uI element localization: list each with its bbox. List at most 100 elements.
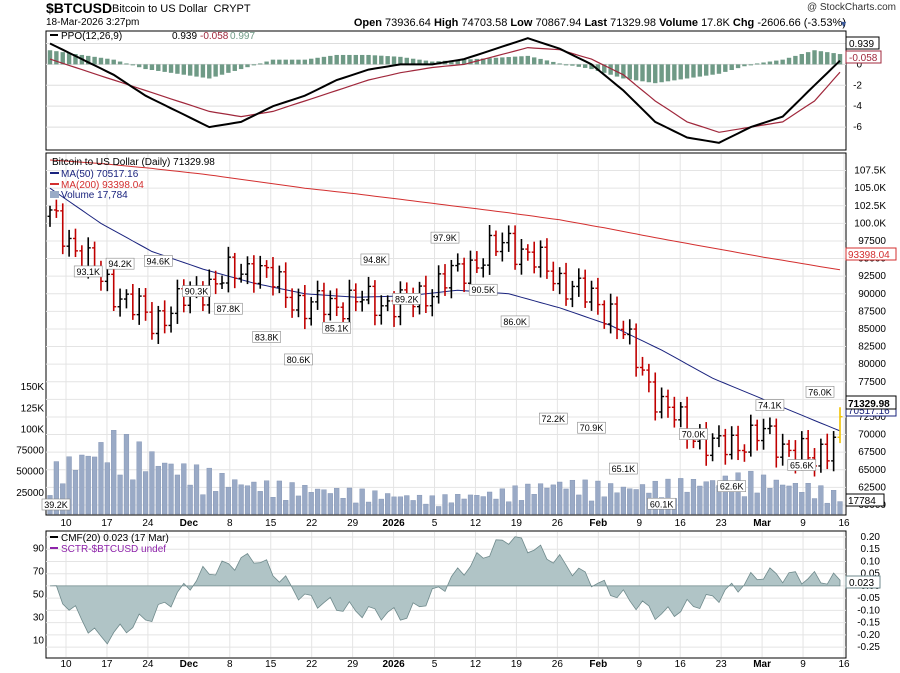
volume-bar bbox=[238, 484, 244, 515]
x-axis-upper-label: 19 bbox=[511, 518, 523, 529]
ppo-hist-bar bbox=[678, 64, 683, 80]
volume-bar bbox=[251, 481, 257, 515]
cmf-left-tick-label: 30 bbox=[33, 613, 45, 624]
ohlc-bar bbox=[162, 300, 168, 334]
copyright-text[interactable]: @ StockCharts.com bbox=[806, 2, 896, 13]
price-tick-label: 72500 bbox=[858, 412, 886, 423]
cmf-panel: CMF(20) 0.023 (17 Mar) SCTR-$BTCUSD unde… bbox=[33, 530, 881, 659]
ohlc-bar bbox=[104, 265, 110, 292]
x-axis-lower-label: 8 bbox=[227, 659, 233, 670]
volume-bar bbox=[544, 487, 550, 515]
volume-bar bbox=[639, 484, 646, 515]
ohlc-bar bbox=[448, 259, 454, 299]
ohlc-bar bbox=[633, 323, 639, 377]
cmf-right-tick-label: -0.15 bbox=[857, 618, 880, 629]
x-axis-upper-label: 10 bbox=[60, 518, 72, 529]
volume-bar bbox=[142, 471, 149, 515]
low-value: 70867.94 bbox=[535, 17, 582, 29]
ohlc-bar bbox=[722, 428, 728, 465]
ppo-hist-bar bbox=[659, 64, 664, 83]
ppo-hist-bar bbox=[385, 56, 390, 65]
ppo-hist-bar bbox=[672, 64, 677, 81]
volume-bar bbox=[308, 492, 314, 515]
volume-bar bbox=[206, 467, 212, 515]
volume-bar bbox=[531, 494, 537, 515]
ppo-legend: PPO(12,26,9) 0.939 -0.058 0.997 bbox=[50, 31, 255, 42]
ohlc-bar bbox=[60, 203, 66, 255]
ppo-hist-bar bbox=[423, 60, 429, 65]
volume-bar bbox=[563, 488, 569, 515]
triangle-down-icon[interactable]: ▼ bbox=[839, 19, 848, 29]
ohlc-bar bbox=[308, 296, 314, 326]
volume-bar bbox=[824, 502, 830, 515]
ohlc-bar bbox=[174, 279, 180, 324]
volume-bar bbox=[276, 480, 282, 515]
ohlc-bar bbox=[378, 295, 384, 325]
last-price-tag-box bbox=[845, 395, 897, 410]
volume-bar bbox=[811, 498, 818, 515]
ohlc-bar bbox=[748, 414, 754, 457]
ohlc-bar bbox=[538, 240, 544, 278]
price-annotation-label: 39.2K bbox=[44, 500, 68, 510]
symbol-title[interactable]: $BTCUSD bbox=[46, 0, 113, 16]
volume-bar bbox=[690, 479, 697, 515]
cmf-right-tick-label: 0.15 bbox=[861, 544, 881, 555]
ppo-hist-bar bbox=[353, 54, 359, 65]
x-axis-lower-label: Dec bbox=[180, 659, 199, 670]
ohlc-bar bbox=[640, 356, 645, 376]
volume-bar bbox=[410, 500, 416, 515]
volume-bar bbox=[213, 491, 219, 515]
ohlc-bar bbox=[111, 267, 117, 311]
ohlc-summary: Open 73936.64 High 74703.58 Low 70867.94… bbox=[354, 17, 846, 29]
volume-bar bbox=[85, 455, 91, 515]
ppo-hist-bar bbox=[391, 56, 397, 65]
volume-bar bbox=[72, 470, 79, 515]
price-annotation: 83.8K bbox=[252, 331, 281, 343]
cmf-legend: CMF(20) 0.023 (17 Mar) SCTR-$BTCUSD unde… bbox=[50, 533, 169, 555]
ohlc-bar bbox=[710, 433, 716, 462]
price-annotation: 86.0K bbox=[500, 315, 530, 328]
x-axis-lower-label: 5 bbox=[432, 659, 438, 670]
x-axis-lower-label: 23 bbox=[716, 659, 728, 670]
volume-bar bbox=[219, 473, 225, 515]
ohlc-bar bbox=[257, 255, 263, 289]
volume-bar bbox=[257, 491, 263, 515]
ppo-hist-bar bbox=[691, 64, 696, 78]
volume-bar bbox=[321, 489, 327, 515]
volume-legend-swatch bbox=[50, 191, 59, 198]
price-annotation-box bbox=[679, 428, 708, 440]
ohlc-bar bbox=[735, 425, 741, 461]
last-label: Last bbox=[584, 17, 608, 29]
ohlc-bar bbox=[289, 288, 295, 318]
ppo-hist-bar bbox=[614, 64, 620, 77]
volume-bar bbox=[365, 501, 372, 515]
volume-bar bbox=[98, 442, 104, 515]
volume-bar bbox=[174, 474, 181, 515]
volume-bar bbox=[416, 494, 423, 515]
volume-bar bbox=[786, 485, 792, 515]
volume-bar bbox=[168, 463, 174, 515]
ppo-hist-bar bbox=[86, 55, 91, 65]
ppo-hist-bar bbox=[105, 58, 110, 65]
volume-bar bbox=[436, 506, 442, 515]
price-tick-label: 105.0K bbox=[854, 183, 886, 194]
x-axis-lower-label: Feb bbox=[589, 659, 607, 670]
ppo-hist-bar bbox=[742, 64, 747, 67]
ohlc-bar bbox=[72, 228, 78, 258]
price-annotation-box bbox=[144, 255, 173, 267]
symbol-description: Bitcoin to US Dollar CRYPT bbox=[112, 3, 251, 15]
ohlc-bar bbox=[550, 261, 556, 291]
ppo-hist-bar bbox=[264, 61, 269, 65]
price-annotation-label: 86.0K bbox=[503, 317, 527, 327]
ppo-hist-bar bbox=[589, 64, 594, 70]
ppo-hist-bar bbox=[175, 64, 180, 74]
ohlc-bar bbox=[652, 372, 658, 421]
ohlc-bar bbox=[761, 418, 767, 450]
ppo-hist-bar bbox=[831, 53, 836, 65]
ohlc-bar bbox=[531, 241, 537, 274]
volume-bar bbox=[518, 500, 525, 515]
ppo-hist-bar bbox=[130, 64, 136, 66]
price-annotation: 76.0K bbox=[805, 386, 835, 398]
ohlc-bar bbox=[614, 296, 620, 340]
volume-bar bbox=[595, 480, 601, 515]
